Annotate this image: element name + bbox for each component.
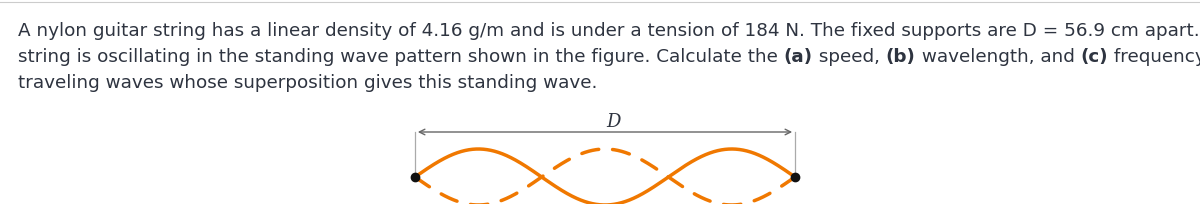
Text: (b): (b) <box>886 48 916 66</box>
Text: (c): (c) <box>1080 48 1108 66</box>
Text: speed,: speed, <box>812 48 886 66</box>
Text: wavelength, and: wavelength, and <box>916 48 1080 66</box>
Text: string is oscillating in the standing wave pattern shown in the figure. Calculat: string is oscillating in the standing wa… <box>18 48 784 66</box>
Text: frequency of the: frequency of the <box>1108 48 1200 66</box>
Text: traveling waves whose superposition gives this standing wave.: traveling waves whose superposition give… <box>18 74 598 92</box>
Text: A nylon guitar string has a linear density of 4.16 g/m and is under a tension of: A nylon guitar string has a linear densi… <box>18 22 1200 40</box>
Text: D: D <box>606 112 620 130</box>
Text: (a): (a) <box>784 48 812 66</box>
